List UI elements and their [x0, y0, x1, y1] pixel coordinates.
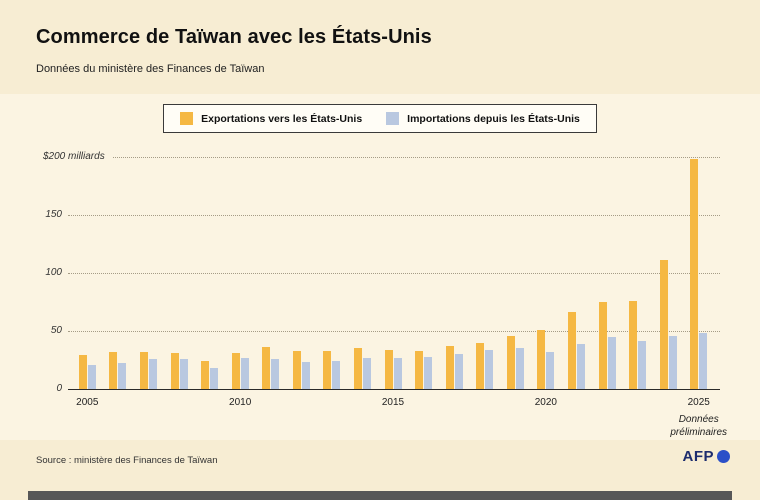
afp-logo: AFP — [682, 448, 730, 465]
bar-imports-2017 — [454, 354, 463, 389]
gridline-150 — [68, 215, 720, 216]
gridline-50 — [68, 331, 720, 332]
bar-imports-2019 — [515, 348, 524, 389]
y-axis-label-100: 100 — [45, 267, 62, 278]
bar-imports-2022 — [607, 336, 616, 389]
bar-exports-2006 — [109, 351, 118, 389]
bar-imports-2016 — [424, 356, 433, 389]
source-note: Source : ministère des Finances de Taïwa… — [36, 455, 218, 466]
x-axis-label-2020: 2020 — [534, 397, 557, 408]
bar-imports-2025 — [699, 333, 708, 389]
bar-exports-2025 — [690, 159, 699, 389]
bar-exports-2024 — [659, 260, 668, 389]
legend-swatch-exports — [180, 112, 194, 125]
bar-exports-2011 — [262, 347, 271, 389]
bar-exports-2015 — [384, 349, 393, 389]
legend-item-exports: Exportations vers les États-Unis — [180, 112, 362, 125]
bar-imports-2006 — [118, 363, 127, 389]
gridline-200 — [68, 157, 720, 158]
gridline-100 — [68, 273, 720, 274]
bar-imports-2023 — [638, 341, 647, 389]
bar-exports-2017 — [445, 346, 454, 389]
bar-exports-2007 — [139, 351, 148, 389]
page-title: Commerce de Taïwan avec les États-Unis — [36, 26, 432, 48]
legend-label-imports: Importations depuis les États-Unis — [407, 112, 580, 125]
subtitle: Données du ministère des Finances de Taï… — [36, 63, 265, 75]
bar-exports-2013 — [323, 350, 332, 389]
bar-imports-2012 — [301, 362, 310, 389]
afp-globe-icon — [717, 450, 730, 463]
bar-exports-2005 — [78, 355, 87, 389]
bar-exports-2012 — [292, 350, 301, 389]
x-axis-label-2005: 2005 — [76, 397, 99, 408]
bar-exports-2020 — [537, 329, 546, 389]
bar-imports-2014 — [362, 357, 371, 389]
bar-exports-2014 — [353, 348, 362, 389]
y-axis-label-200: $200 milliards — [43, 150, 112, 164]
x-axis-label-2025: 2025 — [687, 397, 710, 408]
legend: Exportations vers les États-Unis Importa… — [0, 104, 760, 133]
bar-exports-2021 — [567, 312, 576, 389]
y-axis-label-0: 0 — [56, 383, 62, 394]
bar-imports-2018 — [485, 349, 494, 389]
bar-exports-2016 — [415, 350, 424, 389]
bar-exports-2010 — [231, 353, 240, 389]
bar-exports-2022 — [598, 302, 607, 389]
bar-imports-2021 — [576, 343, 585, 389]
bar-imports-2013 — [332, 361, 341, 389]
bar-imports-2024 — [668, 335, 677, 389]
legend-swatch-imports — [386, 112, 400, 125]
afp-logo-text: AFP — [682, 448, 714, 465]
bar-imports-2009 — [210, 368, 219, 389]
x-axis-label-2015: 2015 — [381, 397, 405, 408]
legend-box: Exportations vers les États-Unis Importa… — [163, 104, 597, 133]
y-axis-label-150: 150 — [45, 209, 62, 220]
preliminary-data-note: Données préliminaires — [670, 414, 728, 438]
bar-imports-2008 — [179, 358, 188, 389]
bar-imports-2007 — [148, 358, 157, 389]
bar-exports-2018 — [476, 342, 485, 389]
bar-exports-2008 — [170, 353, 179, 389]
bar-imports-2020 — [546, 351, 555, 389]
legend-label-exports: Exportations vers les États-Unis — [201, 112, 363, 125]
bar-imports-2011 — [271, 358, 280, 389]
x-axis-line — [68, 389, 720, 390]
bar-imports-2005 — [87, 364, 96, 389]
legend-item-imports: Importations depuis les États-Unis — [386, 112, 580, 125]
bar-exports-2023 — [629, 300, 638, 389]
x-axis-label-2010: 2010 — [229, 397, 252, 408]
bar-exports-2009 — [201, 361, 210, 389]
bar-imports-2010 — [240, 357, 249, 389]
y-axis-label-50: 50 — [50, 325, 62, 336]
bar-imports-2015 — [393, 357, 402, 389]
bottom-edge-bar — [28, 491, 732, 500]
bar-exports-2019 — [506, 335, 515, 389]
